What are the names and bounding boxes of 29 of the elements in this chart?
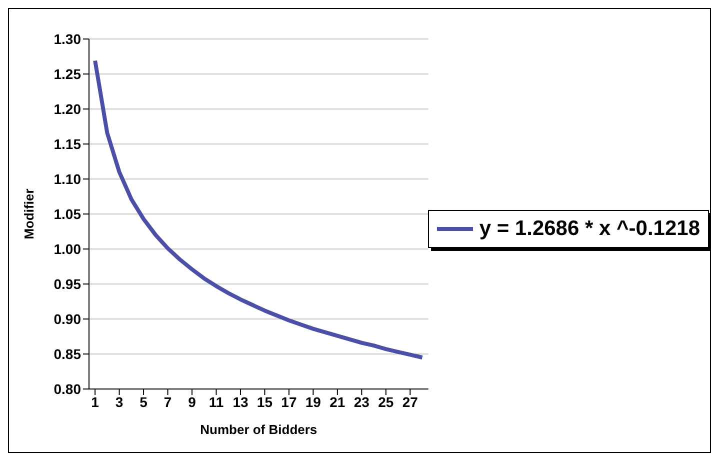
legend-label: y = 1.2686 * x ^-0.1218 — [479, 217, 700, 241]
x-tick-label: 3 — [115, 394, 124, 410]
x-tick-label: 27 — [402, 394, 418, 410]
y-tick-label: 1.05 — [54, 206, 82, 222]
line-series — [93, 58, 424, 360]
x-tick-label: 23 — [354, 394, 370, 410]
y-tick-label: 1.25 — [54, 66, 82, 82]
y-tick-label: 1.30 — [54, 30, 82, 47]
y-tick-label: 1.00 — [54, 240, 82, 257]
x-tick-label: 5 — [140, 394, 148, 410]
x-tick-label: 1 — [91, 394, 100, 410]
x-tick-label: 15 — [256, 394, 273, 410]
y-axis-title: Modifier — [22, 188, 37, 240]
x-tick-label: 13 — [232, 394, 248, 410]
x-tick-label: 11 — [208, 394, 224, 410]
x-tick-label: 21 — [330, 394, 346, 410]
y-tick-label: 0.85 — [54, 346, 82, 362]
x-tick-label: 19 — [305, 394, 322, 410]
y-tick-label: 0.80 — [54, 380, 82, 397]
y-tick-label: 1.10 — [54, 170, 82, 187]
y-tick-label: 1.15 — [54, 136, 82, 152]
x-tick-label: 25 — [378, 394, 394, 410]
y-tick-label: 1.20 — [54, 100, 82, 117]
x-tick-label: 7 — [164, 394, 172, 410]
y-tick-label: 0.90 — [54, 310, 82, 327]
x-tick-label: 17 — [281, 394, 297, 410]
x-axis-title: Number of Bidders — [200, 422, 318, 437]
x-tick-label: 9 — [188, 394, 196, 410]
y-tick-label: 0.95 — [54, 276, 82, 292]
